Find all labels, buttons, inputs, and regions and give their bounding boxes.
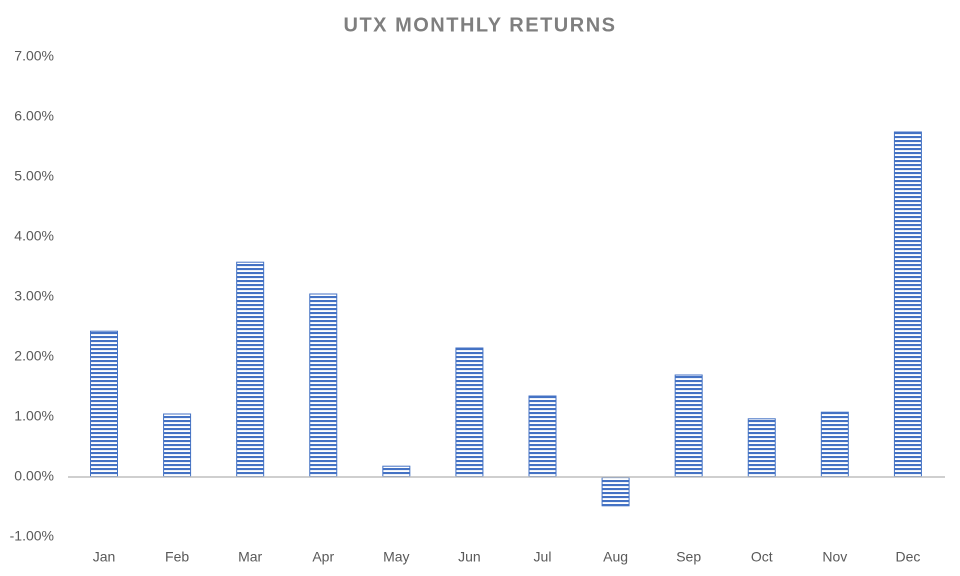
- y-tick-label: 5.00%: [14, 168, 54, 184]
- y-tick-label: 1.00%: [14, 408, 54, 424]
- y-tick-label: 2.00%: [14, 348, 54, 364]
- bar: [674, 374, 703, 478]
- x-tick-label: Dec: [895, 549, 920, 565]
- bar: [893, 131, 922, 478]
- x-tick-label: Mar: [238, 549, 262, 565]
- bar: [455, 347, 484, 478]
- x-tick-label: Feb: [165, 549, 189, 565]
- x-tick-label: May: [383, 549, 409, 565]
- y-tick-label: 0.00%: [14, 468, 54, 484]
- y-tick-label: 3.00%: [14, 288, 54, 304]
- x-tick-label: Aug: [603, 549, 628, 565]
- x-tick-label: Nov: [822, 549, 847, 565]
- y-tick-label: 6.00%: [14, 108, 54, 124]
- x-tick-label: Jun: [458, 549, 481, 565]
- x-tick-label: Oct: [751, 549, 773, 565]
- bar: [528, 395, 557, 478]
- bar: [747, 418, 776, 478]
- bar: [820, 411, 849, 478]
- y-tick-label: -1.00%: [10, 528, 54, 544]
- x-tick-label: Sep: [676, 549, 701, 565]
- bar: [309, 293, 338, 478]
- bar: [163, 413, 192, 478]
- chart-title: UTX MONTHLY RETURNS: [344, 14, 617, 36]
- bar: [90, 330, 118, 478]
- bar: [382, 465, 411, 478]
- x-tick-label: Jul: [534, 549, 552, 565]
- bar: [601, 476, 630, 507]
- x-tick-label: Jan: [93, 549, 116, 565]
- x-tick-label: Apr: [312, 549, 334, 565]
- y-tick-label: 4.00%: [14, 228, 54, 244]
- bar: [236, 261, 265, 478]
- y-tick-label: 7.00%: [14, 48, 54, 64]
